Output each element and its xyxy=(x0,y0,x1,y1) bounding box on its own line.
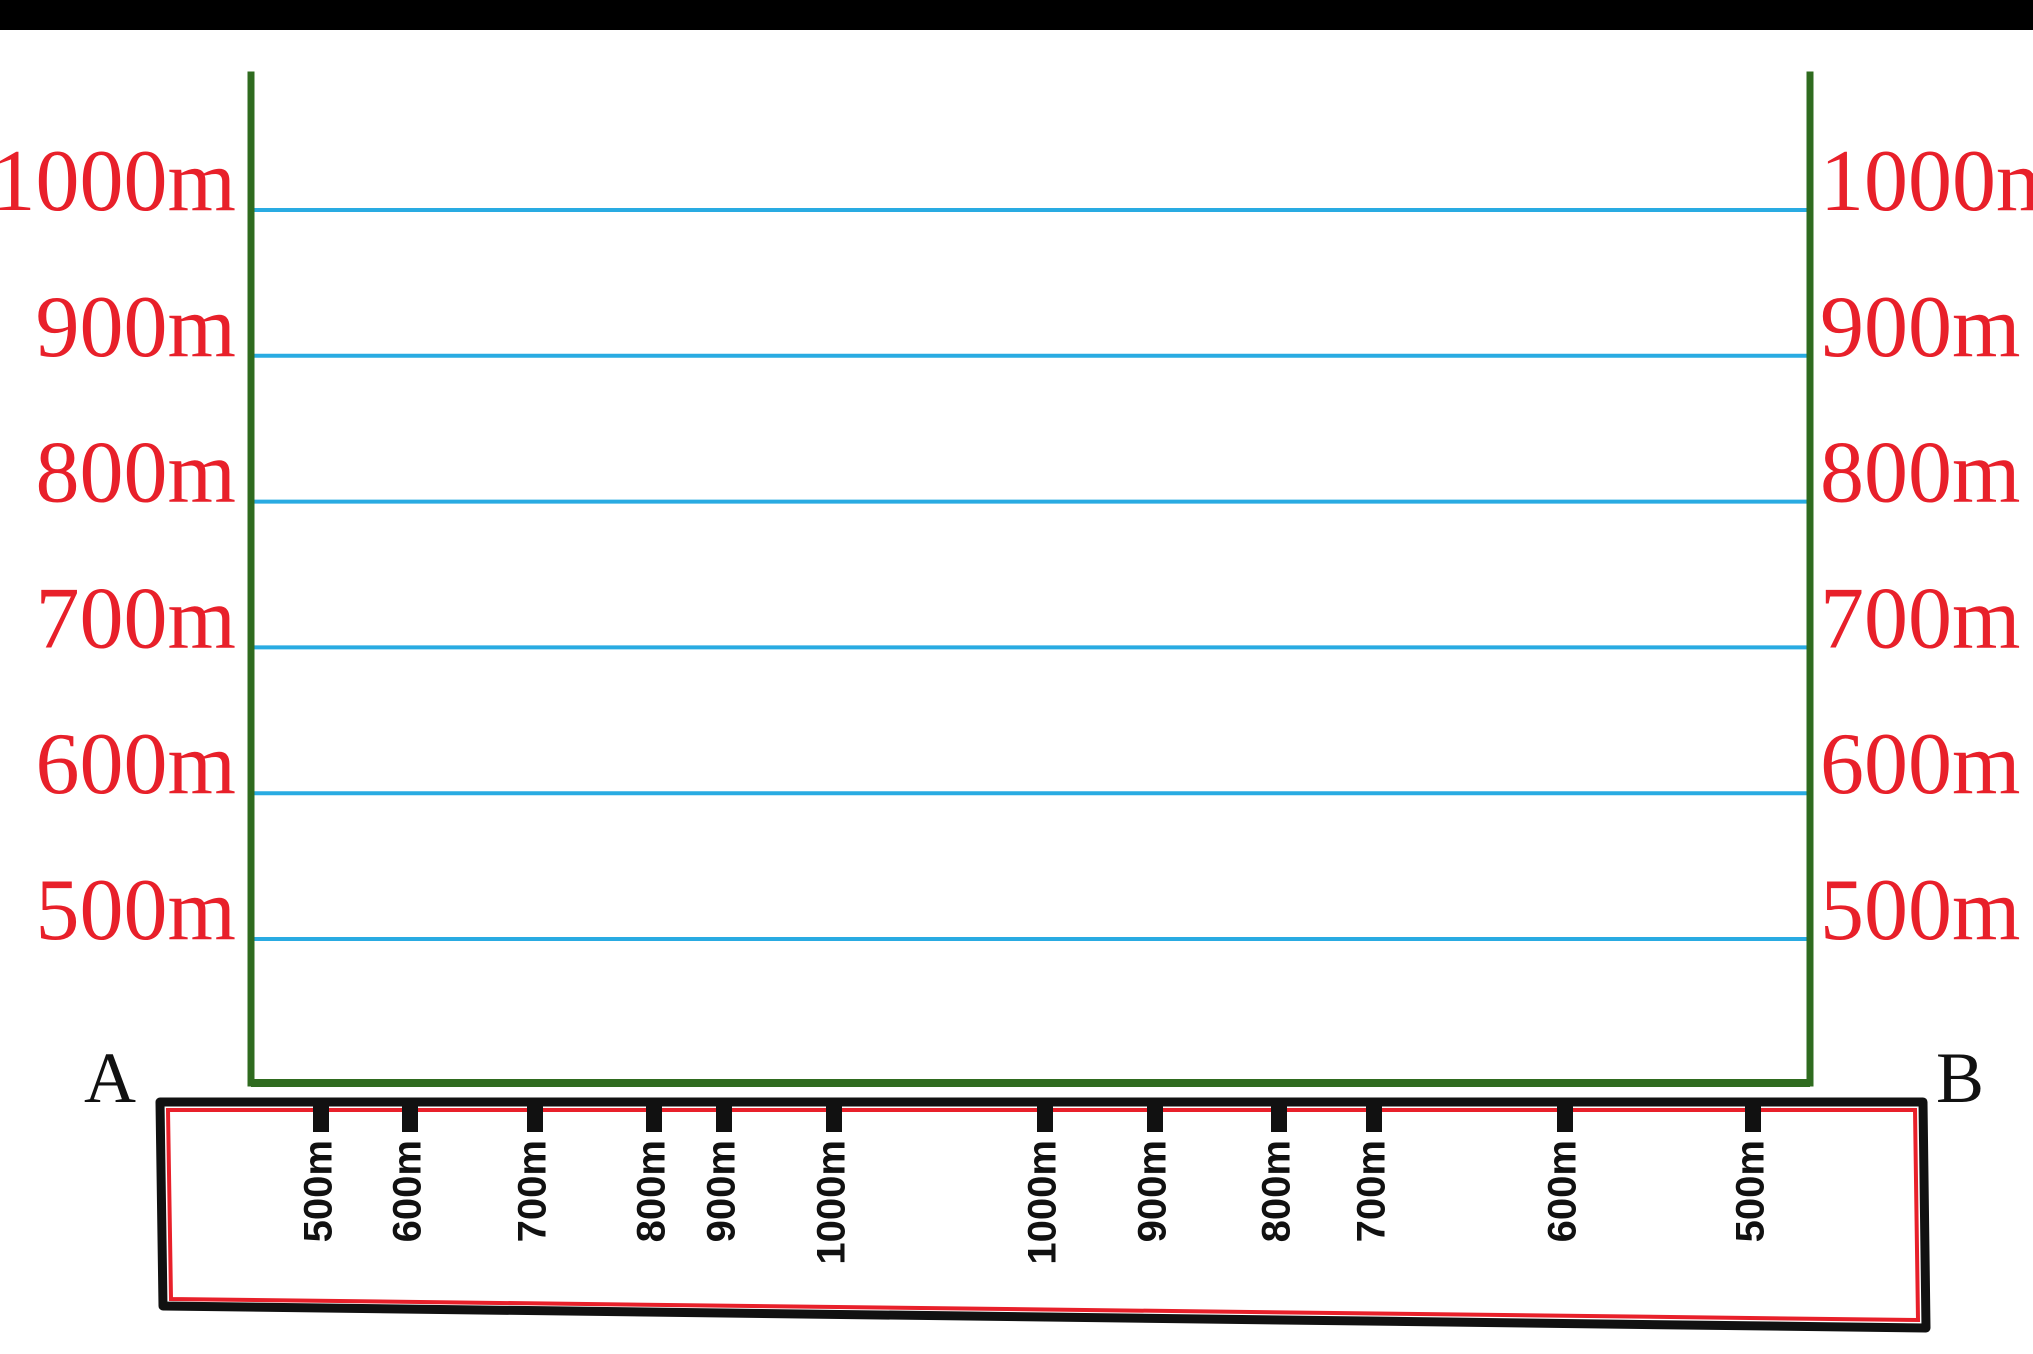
left-elevation-label: 1000m xyxy=(0,133,236,230)
left-elevation-label: 500m xyxy=(36,862,236,959)
strip-crossing-label: 500m xyxy=(297,1140,341,1242)
right-elevation-label: 1000m xyxy=(1820,133,2033,230)
strip-crossing-label: 600m xyxy=(1541,1140,1585,1242)
right-elevation-labels: 1000m 900m 800m 700m 600m 500m xyxy=(1820,133,2033,959)
strip-crossing-label: 900m xyxy=(1131,1140,1175,1242)
strip-crossing-label: 1000m xyxy=(1021,1140,1065,1265)
strip-red-border xyxy=(165,1108,1921,1323)
strip-tick-mark xyxy=(716,1098,732,1132)
strip-tick-mark xyxy=(1366,1098,1382,1132)
strip-tick-mark xyxy=(1745,1098,1761,1132)
strip-tick-mark xyxy=(1557,1098,1573,1132)
contour-strip: 500m 600m 700m 800m 900m 1000m 1000m 900m 800m 70… xyxy=(155,1097,1931,1333)
strip-crossing-label: 500m xyxy=(1729,1140,1773,1242)
strip-tick-mark xyxy=(527,1098,543,1132)
elevation-lines xyxy=(251,208,1810,941)
strip-crossing-label: 800m xyxy=(630,1140,674,1242)
strip-crossing-label: 1000m xyxy=(810,1140,854,1265)
strip-tick-mark xyxy=(1271,1098,1287,1132)
point-a-label: A xyxy=(84,1038,136,1118)
right-elevation-label: 600m xyxy=(1820,716,2020,813)
right-elevation-label: 500m xyxy=(1820,862,2020,959)
right-elevation-label: 800m xyxy=(1820,425,2020,522)
strip-crossing-label: 600m xyxy=(386,1140,430,1242)
strip-tick-mark xyxy=(826,1098,842,1132)
right-elevation-label: 700m xyxy=(1820,570,2020,667)
left-elevation-label: 700m xyxy=(36,570,236,667)
strip-crossing-label: 700m xyxy=(511,1140,555,1242)
strip-crossing-label: 800m xyxy=(1255,1140,1299,1242)
strip-outline xyxy=(155,1097,1931,1333)
left-elevation-label: 900m xyxy=(36,279,236,376)
left-elevation-labels: 1000m 900m 800m 700m 600m 500m xyxy=(0,133,236,959)
point-b-label: B xyxy=(1936,1038,1984,1118)
strip-crossing-label: 900m xyxy=(700,1140,744,1242)
strip-tick-mark xyxy=(313,1098,329,1132)
profile-frame xyxy=(247,71,1814,1087)
strip-tick-mark xyxy=(402,1098,418,1132)
strip-crossing-label: 700m xyxy=(1350,1140,1394,1242)
right-elevation-label: 900m xyxy=(1820,279,2020,376)
left-elevation-label: 800m xyxy=(36,425,236,522)
strip-tick-mark xyxy=(1037,1098,1053,1132)
left-elevation-label: 600m xyxy=(36,716,236,813)
strip-tick-mark xyxy=(1147,1098,1163,1132)
strip-tick-mark xyxy=(646,1098,662,1132)
